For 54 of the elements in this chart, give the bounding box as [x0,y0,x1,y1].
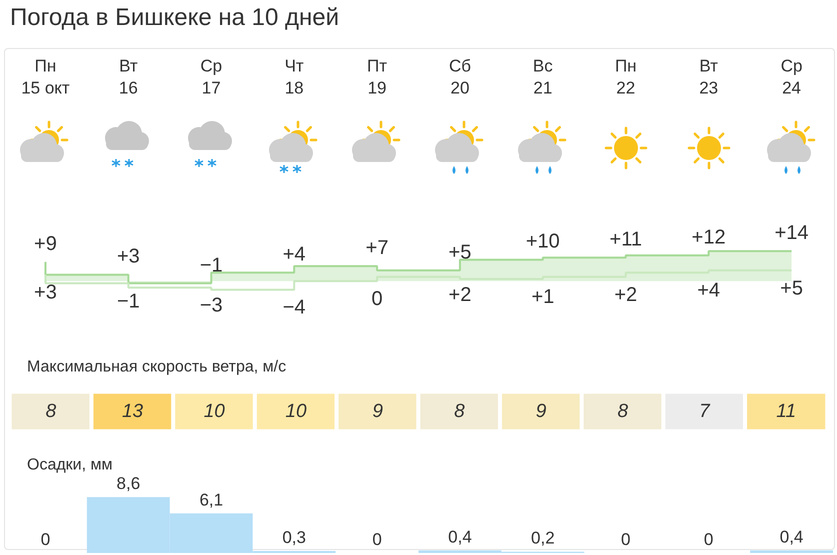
x-tick-label: Чт 18 [284,56,304,98]
x-tick-label: Пн 22 [614,56,637,98]
data-label: +10 [526,230,560,253]
data-label: +2 [614,284,638,306]
x-tick-label: Пт 19 [367,56,388,98]
data-label: 0 [40,530,50,549]
data-label: +2 [448,284,472,306]
data-label: 0,3 [282,528,306,548]
data-label: −4 [282,296,306,319]
data-label: +5 [448,241,472,264]
data-label: 8,6 [116,474,140,494]
data-label: 0,4 [780,527,804,546]
data-label: +3 [34,282,57,304]
data-label: +4 [282,244,306,266]
data-label: +9 [34,232,57,255]
data-label: +4 [697,280,720,302]
data-label: +14 [774,222,809,244]
data-label: 10 [285,401,307,422]
data-label: 6,1 [199,490,224,510]
data-label: −3 [200,294,223,317]
data-label: 13 [122,401,144,422]
x-tick-label: Ср 17 [200,56,222,98]
x-tick-label: Ср 24 [780,56,802,98]
data-label: +1 [531,286,554,308]
data-label: 0 [372,530,382,549]
data-label: 11 [776,401,796,422]
data-label: 8 [617,401,628,422]
bar [750,550,833,553]
x-tick-label: Пн 15 окт [21,56,70,98]
data-label: −1 [200,254,223,276]
data-label: 0 [371,288,383,310]
x-tick-label: Сб 20 [448,56,472,98]
chart-title: Погода в Бишкеке на 10 дней [10,4,340,32]
data-label: 8 [46,401,57,422]
data-label: +5 [780,277,803,300]
data-label: −1 [116,290,140,312]
x-tick-label: Вт 16 [118,56,138,98]
data-label: 10 [204,401,226,422]
data-label: 7 [699,401,712,422]
data-label: 9 [372,401,384,422]
data-label: +3 [116,246,140,268]
chart-title: Максимальная скорость ветра, м/с [27,358,286,376]
data-label: +12 [692,226,726,248]
data-label: 0,2 [531,528,555,548]
x-tick-label: Вс 21 [532,56,554,98]
data-label: 8 [454,401,466,422]
data-label: +7 [366,237,388,260]
data-label: 0 [704,530,714,549]
data-label: 0,4 [448,527,472,546]
data-label: 0 [621,530,630,549]
data-label: +11 [610,228,642,251]
data-label: 9 [536,401,547,422]
chart-title: Осадки, мм [27,456,113,474]
x-tick-label: Вт 23 [699,56,718,98]
